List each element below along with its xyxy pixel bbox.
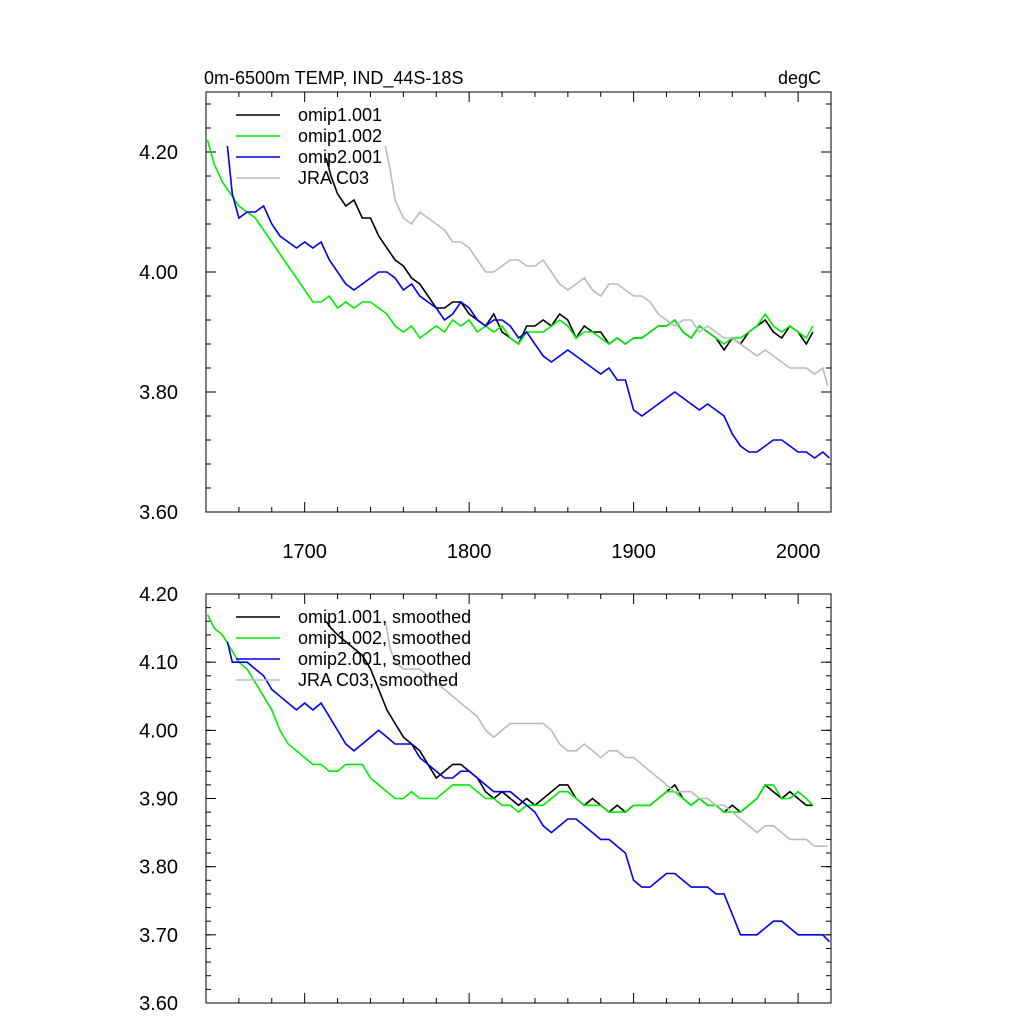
bottom-panel: 3.60 3.70 3.80 3.90 4.00 4.10 4.20 omip1.001, …: [139, 584, 832, 1015]
y-tick-label: 3.70: [139, 925, 178, 947]
legend-label: omip1.002: [298, 126, 382, 146]
x-tick-label: 1700: [282, 541, 327, 563]
top-panel: 0m-6500m TEMP, IND_44S-18S degC 1700 1800…: [139, 68, 832, 563]
series-line-1: [206, 614, 814, 814]
series-lines: [206, 139, 830, 459]
series-line-2: [226, 145, 830, 459]
legend-label: omip1.001, smoothed: [298, 607, 471, 627]
legend-label: omip1.002, smoothed: [298, 628, 471, 648]
y-tick-label: 3.60: [139, 502, 178, 524]
series-line-0: [325, 620, 813, 814]
plot-frame: [205, 91, 832, 513]
units-label: degC: [778, 68, 821, 88]
legend-label: omip1.001: [298, 105, 382, 125]
x-tick-label: 1800: [447, 541, 492, 563]
x-tick-label: 2000: [776, 541, 821, 563]
y-tick-label: 4.10: [139, 652, 178, 674]
series-line-0: [325, 157, 814, 352]
y-tick-label: 4.00: [139, 720, 178, 742]
y-tick-label: 3.60: [139, 993, 178, 1015]
legend-label: JRA C03, smoothed: [298, 670, 458, 690]
series-line-3: [384, 145, 829, 387]
y-tick-label: 4.00: [139, 262, 178, 284]
legend-label: omip2.001, smoothed: [298, 649, 471, 669]
axes: 3.60 3.70 3.80 3.90 4.00 4.10 4.20: [139, 584, 832, 1015]
series-line-2: [226, 641, 830, 943]
series-lines: [206, 614, 830, 943]
y-tick-label: 4.20: [139, 142, 178, 164]
y-tick-label: 3.80: [139, 857, 178, 879]
legend-label: JRA C03: [298, 168, 369, 188]
y-tick-label: 4.20: [139, 584, 178, 606]
panel-title: 0m-6500m TEMP, IND_44S-18S: [204, 68, 463, 89]
y-tick-label: 3.90: [139, 789, 178, 811]
y-tick-label: 3.80: [139, 382, 178, 404]
series-line-3: [384, 621, 828, 847]
series-line-1: [206, 139, 814, 346]
axes: 1700 1800 1900 2000 3.60 3.80 4.00 4.20: [139, 91, 832, 563]
x-tick-label: 1900: [611, 541, 656, 563]
legend-label: omip2.001: [298, 147, 382, 167]
